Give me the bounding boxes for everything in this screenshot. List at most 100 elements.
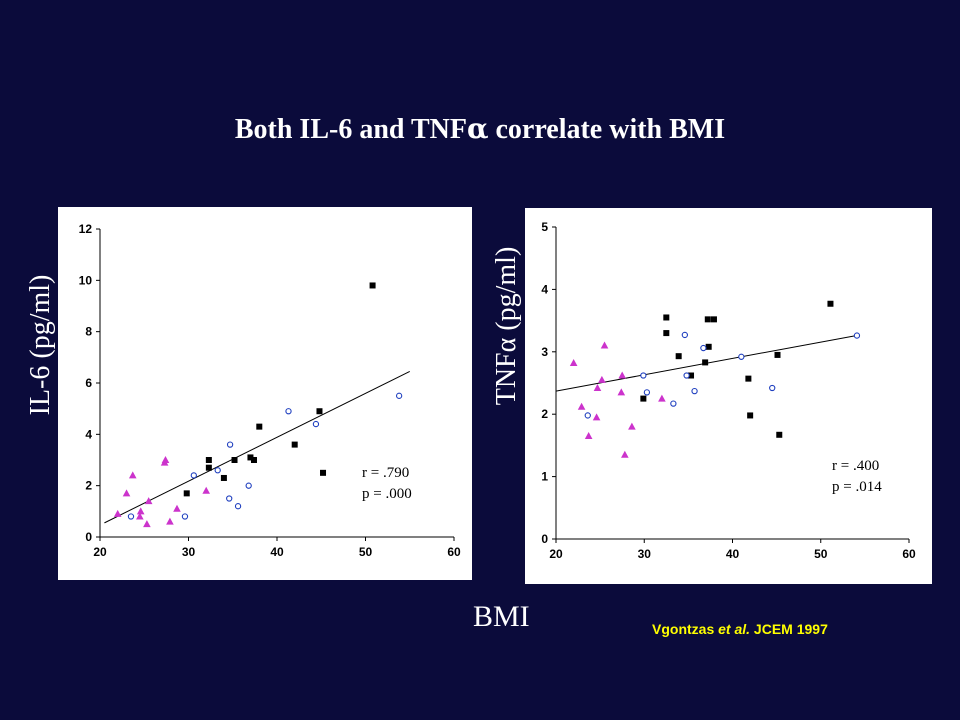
- data-point-square: [247, 454, 254, 461]
- x-tick-label: 30: [182, 545, 196, 559]
- citation: Vgontzas et al. JCEM 1997: [652, 621, 828, 637]
- stat-p: p = .000: [362, 486, 412, 502]
- data-point-square: [747, 412, 754, 419]
- bmi-xlabel: BMI: [473, 600, 530, 633]
- data-point-triangle: [128, 471, 137, 479]
- citation-journal: JCEM 1997: [750, 621, 828, 637]
- il6-scatter-chart: 0 2 4 6 8 10 12 20 30 40 50 60 r = .790 p = .000: [79, 222, 461, 559]
- data-point-triangle: [113, 509, 122, 517]
- data-point-triangle: [600, 341, 609, 349]
- data-point-square: [220, 474, 227, 481]
- data-point-circle: [853, 332, 861, 339]
- data-point-square: [710, 316, 717, 323]
- data-point-triangle: [143, 520, 151, 528]
- data-point-triangle: [658, 394, 666, 402]
- slide-title: Both IL-6 and TNFα correlate with BMI: [0, 112, 960, 146]
- data-point-triangle: [161, 456, 170, 463]
- data-point-triangle: [598, 375, 606, 383]
- data-point-square: [320, 469, 327, 476]
- stat-r: r = .400: [832, 458, 879, 474]
- data-point-square: [745, 375, 752, 382]
- x-tick-label: 40: [726, 547, 740, 561]
- il6-chart-panel: 0 2 4 6 8 10 12 20 30 40 50 60 r = .790 p = .000: [58, 207, 472, 580]
- data-point-circle: [670, 400, 677, 407]
- x-tick-label: 60: [447, 545, 461, 559]
- data-point-circle: [245, 482, 252, 489]
- data-point-circle: [181, 513, 189, 520]
- x-tick-label: 50: [814, 547, 828, 561]
- data-point-triangle: [592, 413, 601, 421]
- data-point-triangle: [569, 359, 578, 367]
- data-point-circle: [226, 495, 233, 502]
- y-tick-label: 2: [85, 479, 92, 493]
- y-tick-label: 4: [85, 427, 92, 441]
- il6-ylabel: IL-6 (pg/ml): [25, 274, 56, 416]
- stat-p: p = .014: [832, 479, 882, 495]
- data-point-triangle: [136, 507, 145, 515]
- data-point-circle: [640, 372, 647, 379]
- data-point-circle: [127, 513, 135, 520]
- y-tick-label: 6: [85, 376, 92, 390]
- data-point-circle: [285, 408, 292, 415]
- data-point-circle: [643, 389, 651, 396]
- data-point-triangle: [618, 371, 626, 379]
- data-point-circle: [395, 392, 403, 399]
- y-tick-label: 1: [541, 470, 548, 484]
- data-point-circle: [700, 344, 707, 352]
- data-point-square: [705, 343, 712, 350]
- data-point-square: [231, 457, 238, 463]
- data-point-square: [827, 300, 834, 307]
- data-point-triangle: [577, 402, 586, 410]
- data-point-circle: [683, 372, 690, 379]
- data-point-square: [205, 464, 212, 471]
- data-point-square: [205, 457, 212, 463]
- tnf-ylabel: TNFα (pg/ml): [491, 246, 522, 406]
- data-point-circle: [312, 420, 320, 428]
- x-tick-label: 20: [549, 547, 563, 561]
- title-alpha: α: [466, 112, 489, 145]
- data-point-square: [688, 372, 695, 379]
- title-main: Both IL-6 and TNF: [234, 114, 467, 145]
- x-tick-label: 30: [638, 547, 652, 561]
- data-point-square: [250, 457, 257, 463]
- data-point-square: [663, 330, 670, 337]
- tnf-chart-panel: 0 1 2 3 4 5 20 30 40 50 60 r = .400 p = .014: [525, 208, 932, 584]
- y-tick-label: 12: [79, 222, 93, 236]
- y-tick-label: 8: [85, 325, 92, 339]
- data-point-triangle: [166, 517, 174, 525]
- title-end: correlate with BMI: [488, 114, 726, 145]
- data-point-triangle: [628, 422, 636, 430]
- data-point-circle: [584, 412, 591, 419]
- data-point-triangle: [122, 489, 131, 497]
- x-tick-label: 50: [359, 545, 373, 559]
- data-point-triangle: [202, 486, 210, 494]
- y-tick-label: 2: [541, 407, 548, 421]
- stat-r: r = .790: [362, 465, 409, 481]
- data-point-triangle: [593, 383, 602, 391]
- data-point-square: [776, 431, 783, 438]
- data-point-square: [702, 359, 709, 366]
- data-point-circle: [190, 472, 197, 479]
- data-point-square: [704, 316, 711, 323]
- data-point-triangle: [173, 504, 181, 512]
- data-point-square: [316, 408, 323, 415]
- y-tick-label: 4: [541, 282, 548, 296]
- data-point-square: [675, 353, 682, 360]
- x-tick-label: 20: [93, 545, 107, 559]
- y-tick-label: 0: [541, 532, 548, 546]
- y-tick-label: 5: [541, 220, 548, 234]
- data-point-triangle: [617, 388, 626, 396]
- citation-etal: et al.: [718, 621, 751, 637]
- y-tick-label: 10: [79, 273, 93, 287]
- data-point-circle: [738, 353, 745, 360]
- data-point-triangle: [584, 432, 593, 440]
- data-point-circle: [214, 467, 221, 474]
- data-point-square: [291, 441, 298, 448]
- data-point-triangle: [621, 450, 629, 458]
- trend-line: [104, 371, 410, 524]
- data-point-square: [369, 282, 376, 289]
- y-tick-label: 0: [85, 530, 92, 544]
- x-tick-label: 60: [902, 547, 916, 561]
- tnf-scatter-chart: 0 1 2 3 4 5 20 30 40 50 60 r = .400 p = .014: [541, 220, 916, 561]
- data-point-square: [183, 490, 190, 497]
